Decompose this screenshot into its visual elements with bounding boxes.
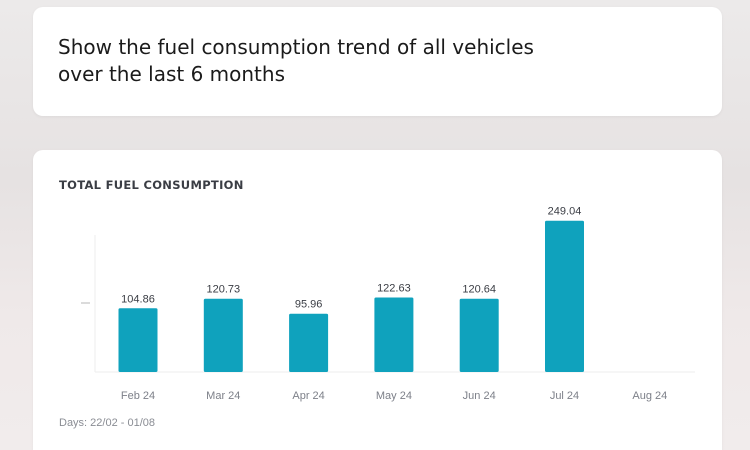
bar-may-24[interactable] xyxy=(374,297,414,373)
value-label: 122.63 xyxy=(377,283,411,295)
x-tick-label: Apr 24 xyxy=(292,390,324,402)
x-tick-label: May 24 xyxy=(376,390,412,402)
x-tick-label: Aug 24 xyxy=(632,390,667,402)
chart-card: TOTAL FUEL CONSUMPTION 104.86 Feb 24 120.7… xyxy=(33,150,722,450)
query-line-2: over the last 6 months xyxy=(58,62,285,86)
x-tick-label: Jul 24 xyxy=(550,390,579,402)
bars-group: 104.86 Feb 24 120.73 Mar 24 95.96 Apr 24 122.6… xyxy=(118,206,667,402)
value-label: 249.04 xyxy=(548,206,582,218)
bar-chart: 104.86 Feb 24 120.73 Mar 24 95.96 Apr 24 122.6… xyxy=(81,206,695,402)
value-label: 104.86 xyxy=(121,293,155,305)
bar-jul-24[interactable] xyxy=(545,220,584,372)
value-label: 120.73 xyxy=(206,284,240,296)
bar-feb-24[interactable] xyxy=(118,308,158,372)
bar-apr-24[interactable] xyxy=(289,313,329,372)
query-card: Show the fuel consumption trend of all v… xyxy=(33,7,722,116)
bar-mar-24[interactable] xyxy=(203,298,243,372)
date-range-label: Days: 22/02 - 01/08 xyxy=(59,417,156,429)
value-label: 120.64 xyxy=(462,284,496,296)
value-label: 95.96 xyxy=(295,299,323,311)
x-tick-label: Mar 24 xyxy=(206,390,240,402)
x-tick-label: Jun 24 xyxy=(463,390,496,402)
bar-jun-24[interactable] xyxy=(459,298,499,372)
x-tick-label: Feb 24 xyxy=(121,390,155,402)
chart-title: TOTAL FUEL CONSUMPTION xyxy=(59,178,244,192)
query-text: Show the fuel consumption trend of all v… xyxy=(58,34,534,88)
query-line-1: Show the fuel consumption trend of all v… xyxy=(58,35,534,59)
